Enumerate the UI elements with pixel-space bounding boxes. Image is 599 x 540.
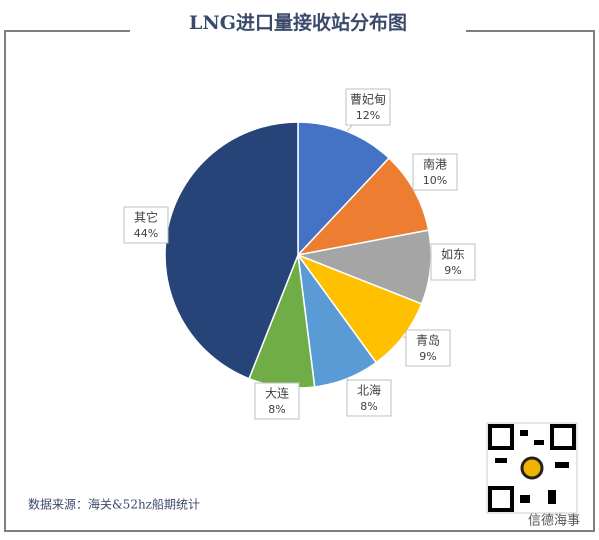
category-label: 南港 (423, 157, 447, 172)
value-label: 44% (134, 227, 158, 240)
label-box (405, 329, 451, 367)
qr-code (486, 422, 578, 514)
chart-title: LNG进口量接收站分布图 (189, 11, 407, 34)
pie-slice (297, 121, 391, 257)
label-box (346, 379, 392, 417)
source-note: 数据来源：海关&52hz船期统计 (28, 497, 200, 512)
value-label: 8% (268, 403, 285, 416)
value-label: 9% (419, 350, 436, 363)
frame (4, 30, 595, 532)
label-box (345, 88, 391, 126)
label-box (123, 206, 169, 244)
value-label: 9% (444, 264, 461, 277)
category-label: 其它 (134, 210, 158, 225)
label-box (254, 382, 300, 420)
label-box (412, 153, 458, 191)
value-label: 10% (423, 174, 447, 187)
value-label: 12% (356, 109, 380, 122)
category-label: 北海 (357, 383, 381, 398)
label-box (430, 243, 476, 281)
pie-slice (295, 156, 430, 257)
category-label: 青岛 (416, 333, 440, 348)
category-label: 如东 (441, 247, 465, 262)
watermark: 信德海事 (528, 514, 580, 529)
category-label: 大连 (265, 386, 289, 401)
category-label: 曹妃甸 (350, 93, 386, 107)
value-label: 8% (360, 400, 377, 413)
